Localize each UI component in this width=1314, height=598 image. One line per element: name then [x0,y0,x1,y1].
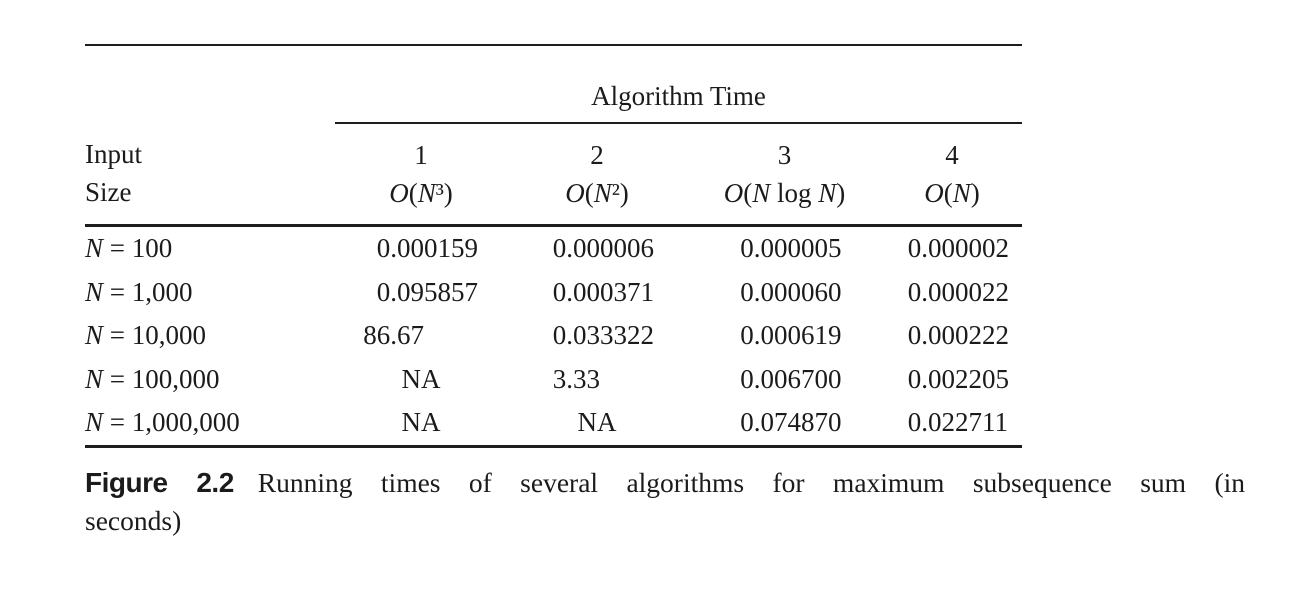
cell: 0.002205 [907,363,1010,394]
algorithm-complexity: O(N³) [389,178,453,208]
row-label: N = 1,000,000 [85,407,240,438]
cell: 0.000006 [552,233,654,264]
row-label: N = 10,000 [85,320,206,351]
row-label: N = 100 [85,233,173,264]
table-row: N = 1,000,000 NA NA 0.074870 0.022711 [85,401,1022,446]
cell: 0.000371 [552,276,654,307]
column-header-3: 3 O(N log N) [687,123,882,227]
cell: 0.000619 [740,320,842,351]
table-row: N = 100 0.000159 0.000006 0.000005 0.000… [85,226,1022,271]
caption-line-2: seconds) [85,505,182,536]
cell: 0.095857 [376,276,478,307]
figure-number-label: Figure 2.2 [85,467,234,498]
algorithm-complexity: O(N log N) [723,178,846,208]
cell: 86.67 [363,320,424,351]
cell: 0.022711 [907,407,1009,438]
cell: 0.074870 [740,407,842,438]
cell: 0.033322 [552,320,654,351]
row-label: N = 1,000 [85,276,193,307]
cell: 0.000002 [907,233,1010,264]
stub-header-line2: Size [85,177,132,207]
caption-text: Running times of several algorithms for … [257,467,1245,498]
runtime-table: Algorithm Time Input Size 1 O(N³) 2 O(N²… [85,44,1023,448]
table-row: N = 1,000 0.095857 0.000371 0.000060 0.0… [85,271,1022,315]
cell: NA [401,363,441,394]
column-header-4: 4 O(N) [882,123,1023,227]
algorithm-number: 4 [945,140,959,170]
table-row: N = 100,000 NA 3.33 0.006700 0.002205 [85,358,1022,402]
group-header-row: Algorithm Time [85,45,1023,124]
figure-caption: Figure 2.2 Running times of several algor… [85,464,1245,540]
cell: NA [401,407,441,438]
cell: 0.000022 [907,276,1010,307]
algorithm-number: 2 [590,140,604,170]
column-header-row: Input Size 1 O(N³) 2 O(N²) 3 O(N log N) … [85,123,1023,227]
stub-spacer [85,45,335,123]
algorithm-number: 1 [414,140,428,170]
algorithm-complexity: O(N²) [565,178,629,208]
column-header-2: 2 O(N²) [507,123,687,227]
algorithm-number: 3 [777,140,792,170]
column-header-1: 1 O(N³) [335,123,507,227]
cell: 0.000060 [740,276,842,307]
group-header: Algorithm Time [335,45,1023,124]
cell: 3.33 [552,363,600,394]
textbook-figure: Algorithm Time Input Size 1 O(N³) 2 O(N²… [85,44,1023,448]
cell: 0.000159 [376,233,478,264]
row-label: N = 100,000 [85,363,220,394]
stub-header-line1: Input [85,139,142,169]
cell: 0.006700 [740,363,842,394]
stub-header: Input Size [85,123,335,227]
cell: NA [577,407,617,438]
table-row: N = 10,000 86.67 0.033322 0.000619 0.000… [85,314,1022,358]
cell: 0.000222 [907,320,1010,351]
cell: 0.000005 [740,233,842,264]
algorithm-complexity: O(N) [924,178,980,208]
caption-line-1: Figure 2.2 Running times of several algor… [85,464,1245,502]
